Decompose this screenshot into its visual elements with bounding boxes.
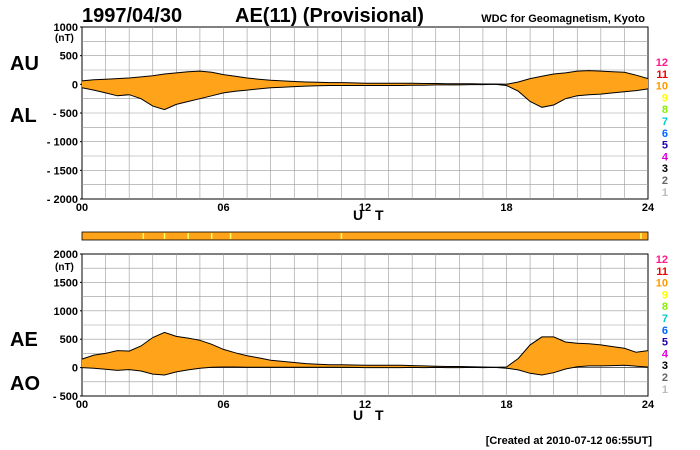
al-line xyxy=(81,83,649,111)
x-tick-label: 12 xyxy=(359,202,371,214)
plot-title: AE(11) (Provisional) xyxy=(235,5,424,27)
y-tick-label: 1500 xyxy=(54,277,78,289)
x-tick-label: 12 xyxy=(359,399,371,411)
x-tick-label: 18 xyxy=(500,399,512,411)
ae-ao-x-ticks: 00 06 12 18 24 xyxy=(76,399,655,411)
station-count-label: 7 xyxy=(662,116,668,128)
x-tick-label: 06 xyxy=(217,202,229,214)
station-count-label: 4 xyxy=(662,348,669,360)
station-count-label: 7 xyxy=(662,313,668,325)
au-al-unit: (nT) xyxy=(55,33,74,44)
x-tick-label: 24 xyxy=(642,202,655,214)
au-al-y-ticks: 1000 500 0 - 500 - 1000 - 1500 - 2000 xyxy=(47,22,82,206)
station-count-label: 9 xyxy=(662,289,668,301)
station-count-label: 10 xyxy=(656,81,668,93)
activity-strip xyxy=(81,231,649,241)
x-tick-label: 24 xyxy=(642,399,655,411)
au-al-x-axis-label: U T xyxy=(353,207,388,223)
station-count-label: 2 xyxy=(662,372,668,384)
y-tick-label: 2000 xyxy=(54,249,78,261)
au-al-panel: 1000 500 0 - 500 - 1000 - 1500 - 2000 00 06 12 18… xyxy=(10,22,655,223)
station-count-label: 5 xyxy=(662,140,668,152)
activity-strip-markers xyxy=(142,233,642,239)
au-al-grid xyxy=(82,27,648,199)
y-tick-label: - 1500 xyxy=(47,165,78,177)
station-count-label: 5 xyxy=(662,337,668,349)
station-count-label: 8 xyxy=(662,301,668,313)
al-label: AL xyxy=(10,105,37,127)
station-count-label: 6 xyxy=(662,325,668,337)
ae-ao-unit: (nT) xyxy=(55,262,74,273)
y-tick-label: - 500 xyxy=(53,108,78,120)
station-count-label: 11 xyxy=(656,69,668,81)
station-count-label: 2 xyxy=(662,175,668,187)
ae-ao-x-axis-label: U T xyxy=(353,407,388,423)
y-tick-label: - 1000 xyxy=(47,137,78,149)
au-al-area xyxy=(82,70,648,110)
data-source: WDC for Geomagnetism, Kyoto xyxy=(481,13,645,25)
station-count-label: 6 xyxy=(662,128,668,140)
station-count-label: 3 xyxy=(662,163,668,175)
station-count-label: 1 xyxy=(662,384,668,396)
x-tick-label: 00 xyxy=(76,399,88,411)
y-tick-label: 0 xyxy=(72,363,78,375)
station-count-label: 12 xyxy=(656,254,668,266)
y-tick-label: 500 xyxy=(60,51,78,63)
station-count-label: 12 xyxy=(656,57,668,69)
station-count-label: 8 xyxy=(662,104,668,116)
ae-line xyxy=(81,331,649,368)
y-tick-label: - 500 xyxy=(53,391,78,403)
y-tick-label: 0 xyxy=(72,79,78,91)
created-stamp: [Created at 2010-07-12 06:55UT] xyxy=(486,435,653,447)
station-count-label: 9 xyxy=(662,92,668,104)
x-tick-label: 06 xyxy=(217,399,229,411)
ae-ao-y-ticks: 2000 1500 1000 500 0 - 500 xyxy=(53,249,82,403)
station-count-label: 1 xyxy=(662,187,668,199)
plot-date: 1997/04/30 xyxy=(82,5,182,27)
y-tick-label: 1000 xyxy=(54,306,78,318)
ae-ao-area xyxy=(82,332,648,375)
au-line xyxy=(81,70,649,85)
ae-label: AE xyxy=(10,329,38,351)
ao-label: AO xyxy=(10,373,40,395)
station-count-label: 10 xyxy=(656,278,668,290)
au-label: AU xyxy=(10,53,39,75)
x-tick-label: 00 xyxy=(76,202,88,214)
y-tick-label: 500 xyxy=(60,334,78,346)
y-tick-label: 1000 xyxy=(54,22,78,34)
station-count-label: 11 xyxy=(656,266,668,278)
y-tick-label: - 2000 xyxy=(47,194,78,206)
ae-ao-panel: 2000 1500 1000 500 0 - 500 00 06 12 18 24 (nT) AE… xyxy=(10,249,655,423)
ao-line xyxy=(81,364,649,376)
station-count-label: 4 xyxy=(662,151,669,163)
au-al-x-ticks: 00 06 12 18 24 xyxy=(76,202,655,214)
activity-strip-bar xyxy=(81,231,649,241)
station-count-label: 3 xyxy=(662,360,668,372)
x-tick-label: 18 xyxy=(500,202,512,214)
